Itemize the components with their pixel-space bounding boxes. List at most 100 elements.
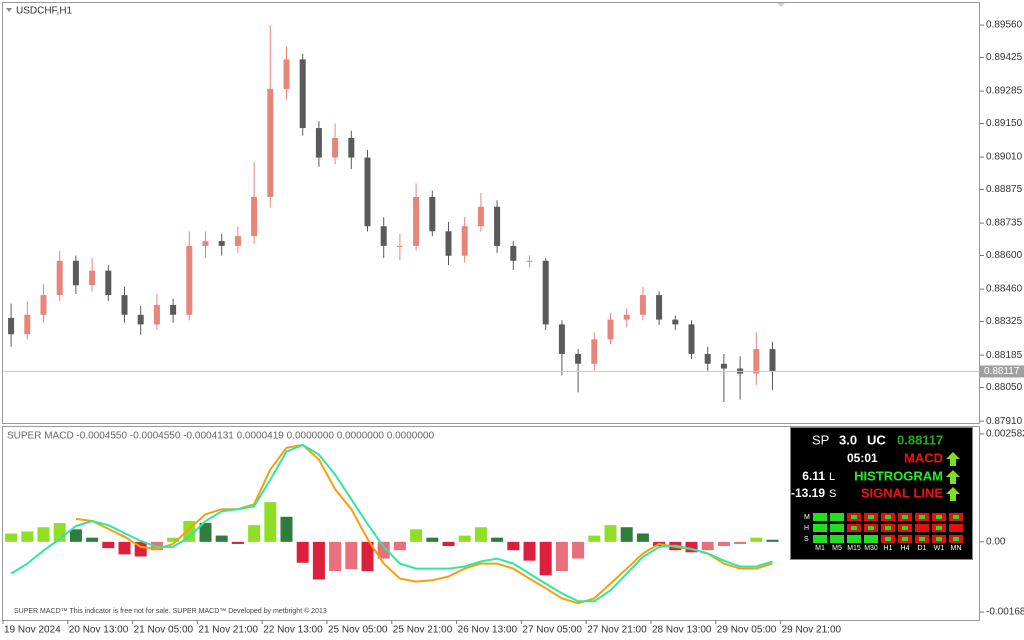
- y-tick-label: 0.88460: [986, 284, 1023, 295]
- candle-body: [510, 245, 517, 261]
- histogram-bar: [264, 502, 277, 542]
- s-value: -13.19: [791, 486, 825, 500]
- histogram-bar: [750, 537, 763, 542]
- histogram-bar: [539, 541, 552, 576]
- candle-body: [753, 349, 760, 374]
- histogram-bar: [231, 541, 244, 544]
- grid-cell-dot: [885, 526, 891, 530]
- grid-cell: [830, 513, 844, 521]
- histogram-bar: [37, 527, 50, 542]
- candle-body: [413, 196, 420, 246]
- candle-body: [542, 260, 549, 325]
- histogram-bar: [426, 537, 439, 542]
- grid-col-label: H1: [884, 545, 893, 552]
- histogram-bar: [280, 516, 293, 542]
- histogram-bar: [69, 529, 82, 542]
- last-price-label: 0.88117: [984, 366, 1020, 377]
- main-panel: [2, 2, 980, 424]
- y-tick-label: 0.88875: [986, 184, 1023, 195]
- candle-body: [720, 363, 727, 369]
- grid-col-label: W1: [934, 545, 945, 552]
- grid-cell: [915, 524, 929, 532]
- grid-cell-dot: [885, 537, 891, 541]
- indicator-line: [10, 443, 773, 603]
- grid-cell-dot: [919, 515, 925, 519]
- up-arrow: [946, 452, 960, 466]
- grid-cell-dot: [851, 526, 857, 530]
- uc-label: UC: [867, 432, 886, 447]
- histogram-bar: [620, 527, 633, 542]
- histogram-bar: [442, 541, 455, 547]
- histogram-bar: [555, 541, 568, 572]
- histogram-bar: [248, 525, 261, 542]
- spread-label: SP: [812, 432, 829, 447]
- grid-cell: [813, 535, 827, 543]
- grid-cell-dot: [868, 515, 874, 519]
- candle-body: [56, 260, 63, 296]
- x-tick-label: 20 Nov 13:00: [69, 625, 129, 636]
- candle-body: [769, 349, 776, 372]
- grid-cell-dot: [902, 526, 908, 530]
- histogram-bar: [701, 541, 714, 551]
- histogram-bar: [329, 541, 342, 572]
- histogram-bar: [393, 541, 406, 551]
- candle-body: [688, 324, 695, 354]
- candle-body: [672, 319, 679, 325]
- candle-body: [89, 270, 96, 286]
- grid-col-label: H4: [901, 545, 910, 552]
- candle-body: [575, 353, 582, 364]
- x-tick-label: 21 Nov 05:00: [134, 625, 194, 636]
- candle-body: [607, 319, 614, 340]
- histogram-label: HISTROGRAM: [854, 468, 943, 483]
- histogram-bar: [361, 541, 374, 572]
- y-tick-label: 0.002582: [986, 429, 1024, 440]
- grid-col-label: M1: [815, 545, 825, 552]
- x-tick-label: 19 Nov 2024: [4, 625, 61, 636]
- candle-body: [494, 206, 501, 246]
- histogram-bar: [491, 537, 504, 542]
- histogram-bar: [345, 541, 358, 570]
- candle-body: [461, 226, 468, 256]
- x-tick-label: 27 Nov 05:00: [522, 625, 582, 636]
- grid-cell: [813, 513, 827, 521]
- histogram-bar: [588, 535, 601, 542]
- grid-row-label: S: [804, 536, 809, 543]
- time: 05:01: [847, 451, 878, 465]
- signal-grid: MHS M1 M5 M15 M30 H1 H4 D1 W1 MN: [804, 513, 963, 552]
- l-label: L: [829, 471, 835, 483]
- grid-cell-dot: [902, 515, 908, 519]
- l-value: 6.11: [802, 469, 825, 483]
- grid-cell: [864, 535, 878, 543]
- histogram-bar: [118, 541, 131, 555]
- x-tick-label: 25 Nov 05:00: [328, 625, 388, 636]
- candle-body: [8, 317, 15, 335]
- candle-body: [186, 245, 193, 315]
- last-price-box: [980, 365, 1024, 378]
- y-tick-label: -0.001680: [986, 607, 1024, 618]
- grid-col-label: M15: [847, 545, 861, 552]
- grid-cell-dot: [919, 537, 925, 541]
- histogram-bar: [766, 539, 779, 542]
- chart-title: USDCHF,H1: [16, 6, 73, 17]
- grid-row-label: H: [804, 525, 809, 532]
- candle-body: [364, 157, 371, 227]
- candle-body: [477, 206, 484, 227]
- histogram-bar: [377, 541, 390, 559]
- spread: 3.0: [839, 432, 857, 447]
- grid-cell: [949, 524, 963, 532]
- grid-cell-dot: [953, 515, 959, 519]
- histogram-bar: [604, 525, 617, 542]
- histogram-bar: [312, 541, 325, 580]
- histogram-bar: [717, 541, 730, 547]
- histogram-bar: [86, 537, 99, 542]
- price: 0.88117: [897, 432, 943, 447]
- candle-body: [251, 196, 258, 237]
- candle-body: [348, 137, 355, 158]
- grid-row-label: M: [804, 514, 810, 521]
- candle-body: [445, 231, 452, 256]
- candle-body: [202, 241, 209, 246]
- candle-body: [170, 304, 177, 315]
- candle-body: [332, 137, 339, 158]
- histogram-bar: [507, 541, 520, 551]
